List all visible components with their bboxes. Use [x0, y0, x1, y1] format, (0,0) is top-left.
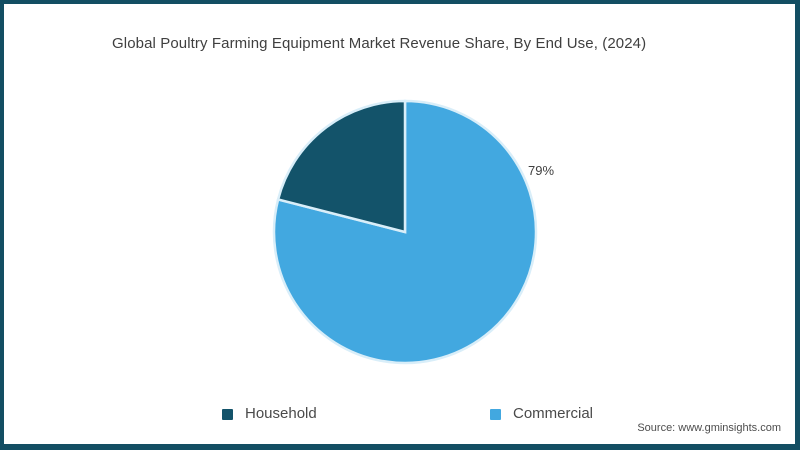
- pie-slice-value-label: 79%: [528, 163, 555, 178]
- legend-swatch-commercial: [490, 408, 501, 420]
- legend-item-household[interactable]: Household: [222, 402, 317, 426]
- legend-label-commercial: Commercial: [513, 405, 594, 422]
- source-attribution: Source: www.gminsights.com: [637, 422, 781, 434]
- chart-legend: Household Commercial: [4, 402, 795, 426]
- pie-chart-svg: [272, 99, 538, 365]
- legend-item-commercial[interactable]: Commercial: [490, 402, 593, 426]
- chart-card-inner: Global Poultry Farming Equipment Market …: [4, 4, 795, 444]
- legend-swatch-household: [222, 408, 233, 420]
- pie-slice-household[interactable]: [276, 99, 407, 234]
- chart-title: Global Poultry Farming Equipment Market …: [112, 35, 647, 52]
- pie-chart: [272, 99, 538, 365]
- legend-label-household: Household: [245, 405, 317, 422]
